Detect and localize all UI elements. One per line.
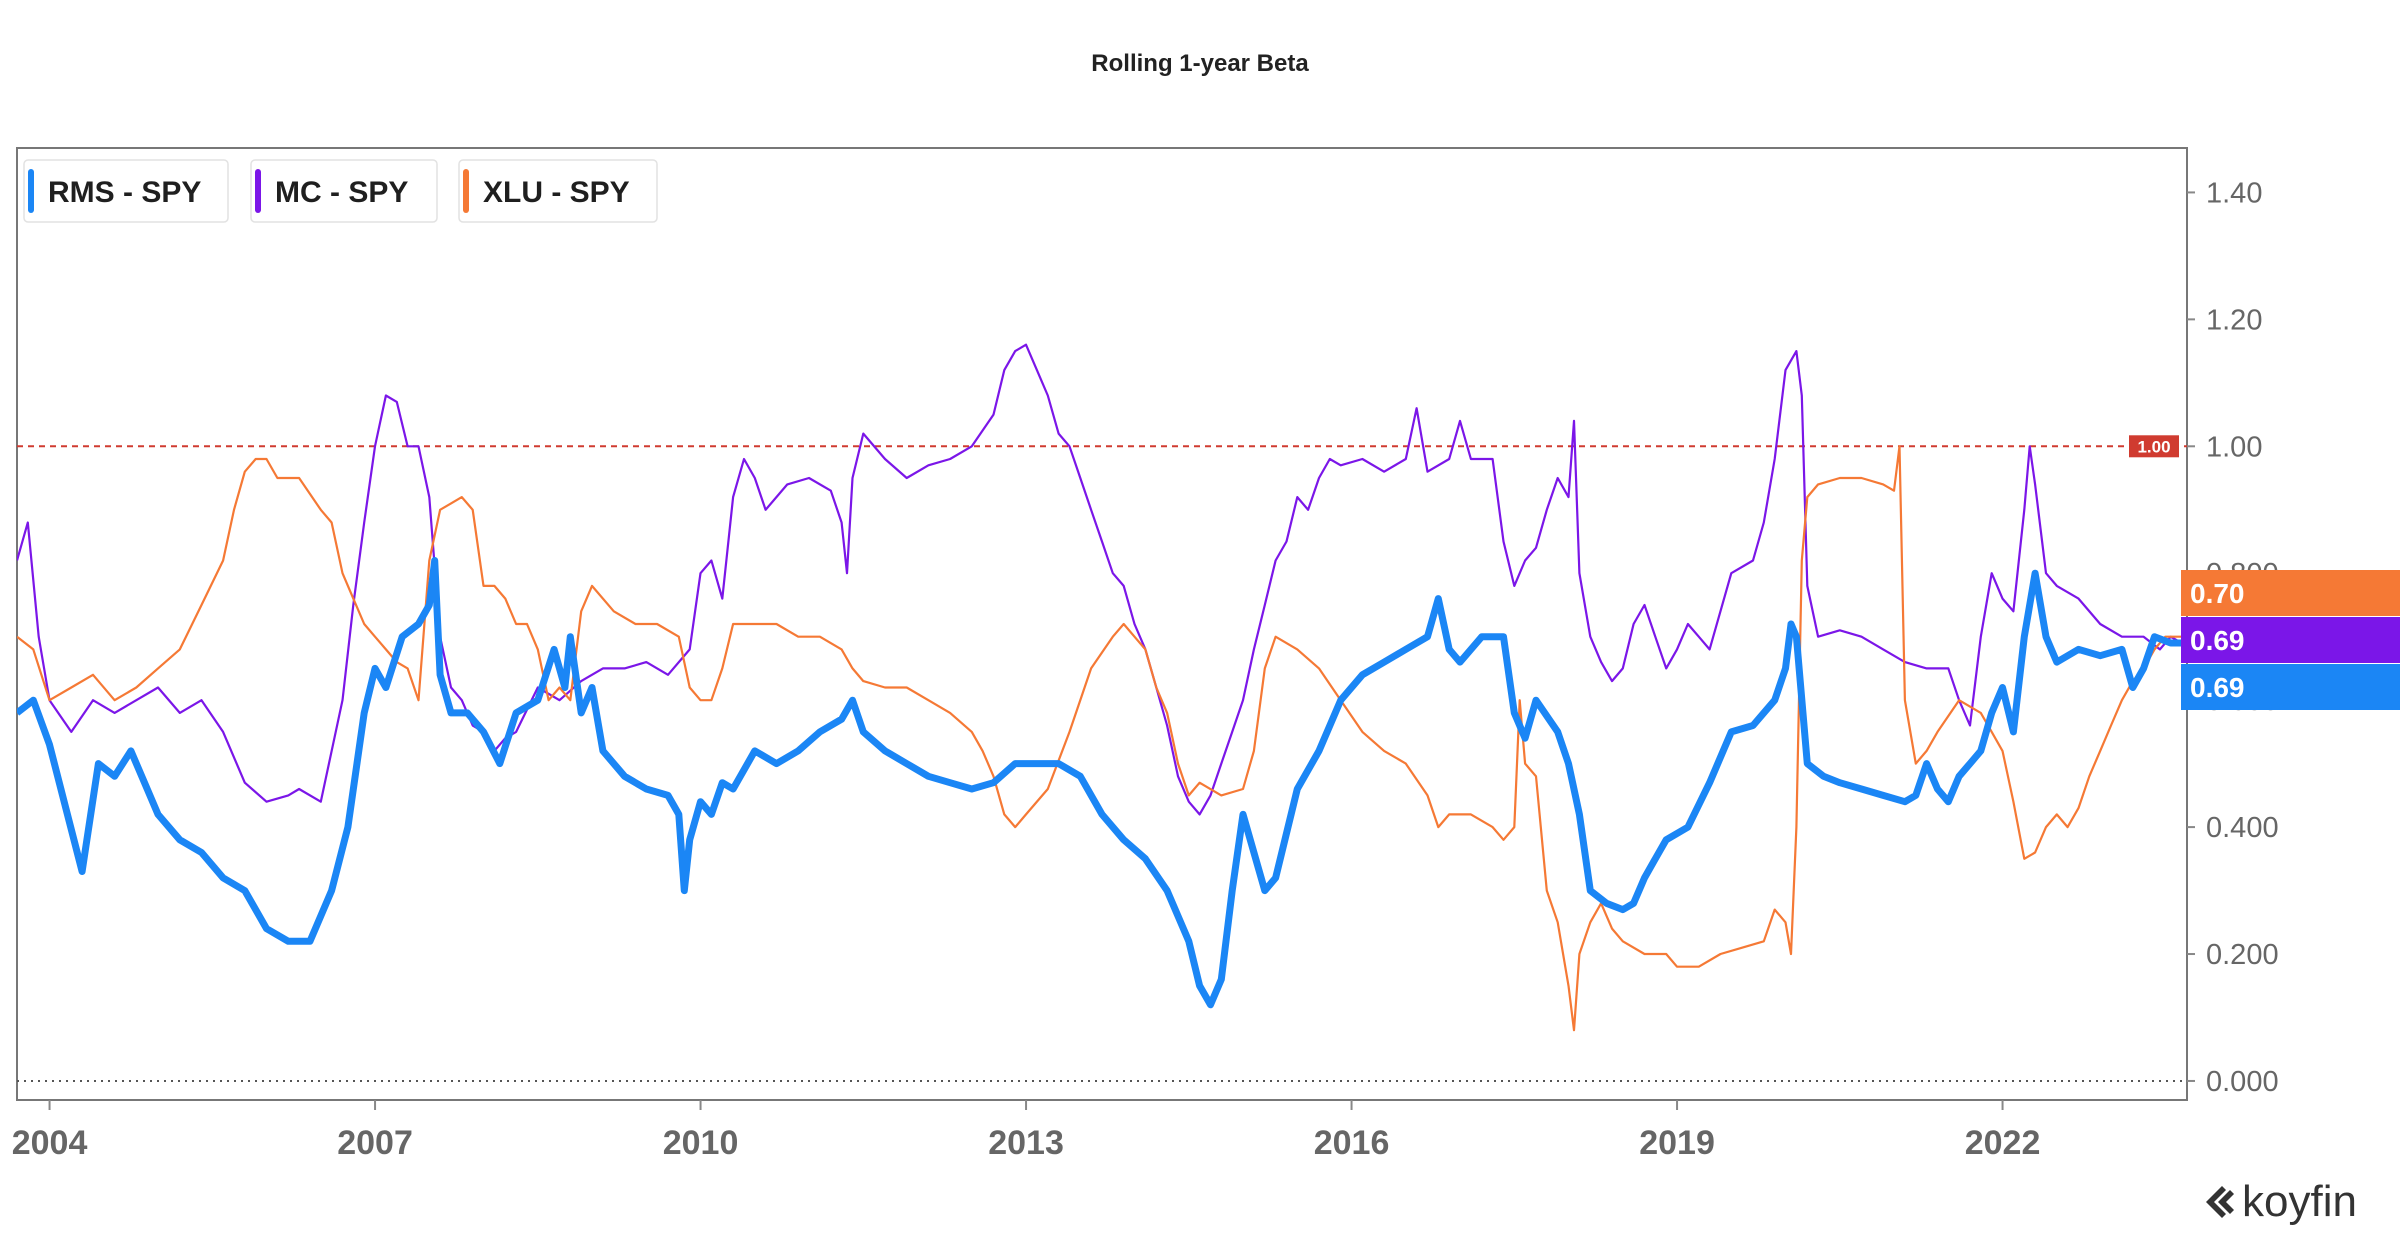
x-tick-label: 2007 <box>337 1124 413 1162</box>
legend-item-label: RMS - SPY <box>48 176 201 209</box>
last-value-badge-mc-spy: 0.69 <box>2181 617 2400 663</box>
badge-bg <box>2181 570 2400 616</box>
legend-color-swatch <box>255 169 261 213</box>
legend-item-mc-spy[interactable]: MC - SPY <box>250 159 438 223</box>
chart-title: Rolling 1-year Beta <box>1091 50 1309 77</box>
y-tick-label: 0.000 <box>2206 1066 2279 1098</box>
x-tick-label: 2022 <box>1965 1124 2041 1162</box>
series-line-rms-spy <box>17 557 2182 1009</box>
legend: RMS - SPY MC - SPY XLU - SPY <box>23 159 658 223</box>
legend-item-box <box>250 159 438 223</box>
koyfin-logo-icon <box>2206 1186 2234 1218</box>
legend-item-xlu-spy[interactable]: XLU - SPY <box>458 159 658 223</box>
y-tick-label: 1.00 <box>2206 431 2262 463</box>
legend-color-swatch <box>463 169 469 213</box>
x-axis: 2004 2007 2010 2013 2016 2019 2022 <box>12 1100 2041 1162</box>
y-tick-label: 0.200 <box>2206 939 2279 971</box>
y-tick-label: 1.40 <box>2206 177 2262 209</box>
legend-item-box <box>458 159 658 223</box>
last-value-badge-xlu-spy: 0.70 <box>2181 570 2400 616</box>
last-value-badge-rms-spy: 0.69 <box>2181 664 2400 710</box>
reference-line-layer: 1.00 <box>17 435 2187 1082</box>
x-tick-label: 2019 <box>1639 1124 1715 1162</box>
badge-bg <box>2181 617 2400 663</box>
badge-label: 0.70 <box>2190 578 2245 609</box>
koyfin-logo-text: koyfin <box>2242 1177 2357 1226</box>
legend-item-rms-spy[interactable]: RMS - SPY <box>23 159 229 223</box>
badge-bg <box>2181 664 2400 710</box>
reference-line-badge: 1.00 <box>2129 435 2179 458</box>
legend-item-label: MC - SPY <box>275 176 408 209</box>
x-tick-label: 2010 <box>663 1124 739 1162</box>
plot-frame <box>16 147 2188 1101</box>
reference-badge-bg <box>2129 435 2179 458</box>
last-value-badges: 0.70 0.69 0.69 <box>2181 570 2400 710</box>
x-tick-label: 2004 <box>12 1124 88 1162</box>
y-tick-label: 0.400 <box>2206 812 2279 844</box>
legend-item-box <box>23 159 229 223</box>
legend-item-label: XLU - SPY <box>483 176 630 209</box>
x-tick-label: 2013 <box>988 1124 1064 1162</box>
reference-badge-label: 1.00 <box>2137 437 2170 456</box>
y-tick-label: 1.20 <box>2206 304 2262 336</box>
legend-color-swatch <box>28 169 34 213</box>
series-line-xlu-spy <box>17 445 2182 1032</box>
koyfin-logo: koyfin <box>2206 1177 2357 1226</box>
x-tick-label: 2016 <box>1314 1124 1390 1162</box>
badge-label: 0.69 <box>2190 625 2245 656</box>
series-line-mc-spy <box>17 343 2183 816</box>
badge-label: 0.69 <box>2190 672 2245 703</box>
series-layer <box>17 343 2183 1032</box>
